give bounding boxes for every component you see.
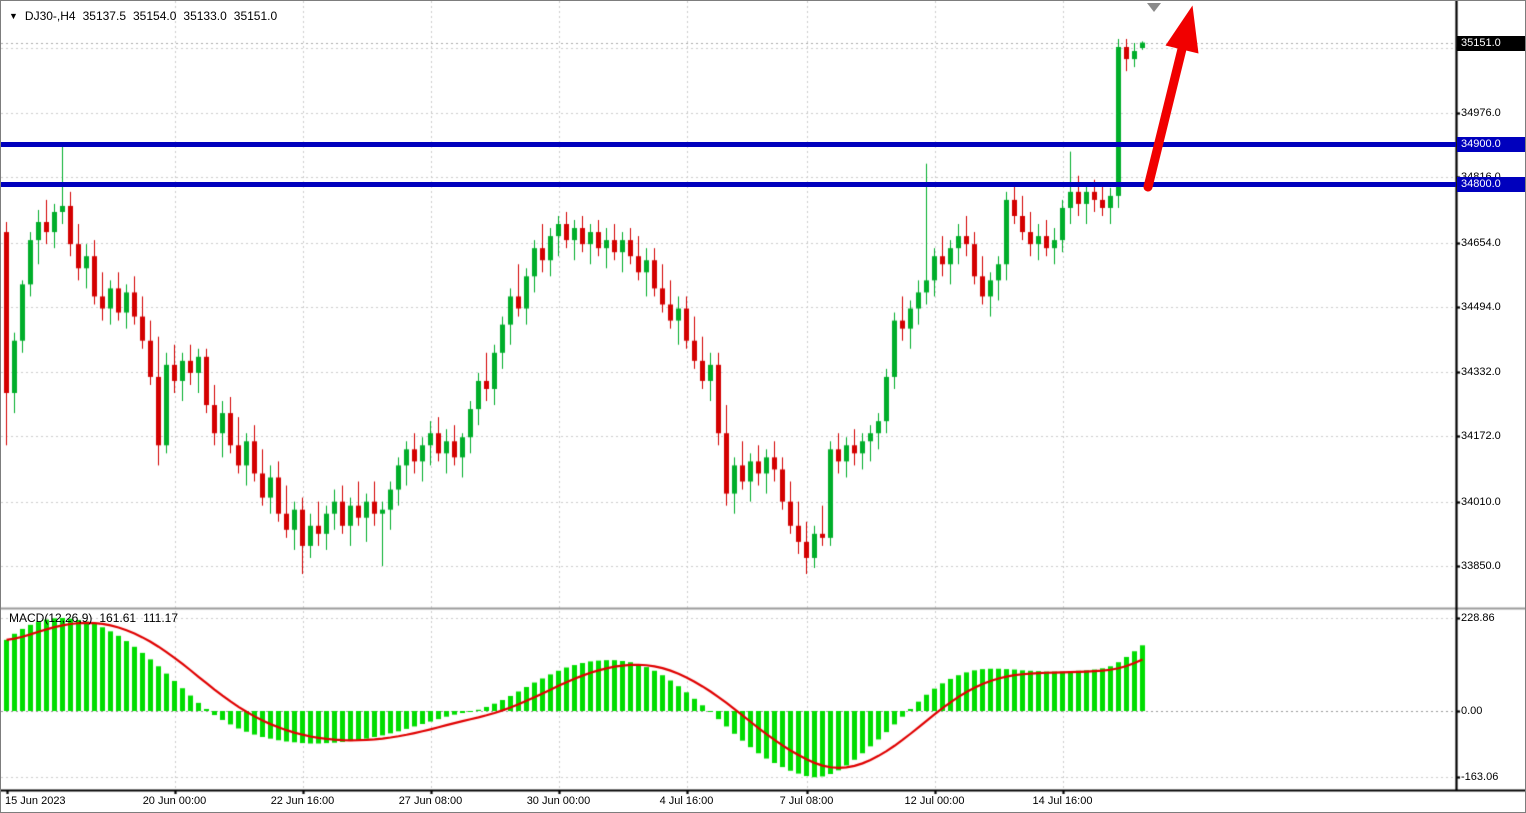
high-value: 35154.0 — [133, 9, 177, 23]
resistance-level-line[interactable] — [1, 141, 1456, 147]
support-level-line[interactable] — [1, 181, 1456, 187]
low-value: 35133.0 — [183, 9, 227, 23]
open-value: 35137.5 — [82, 9, 126, 23]
macd-signal-value: 111.17 — [143, 611, 178, 625]
symbol-timeframe-label: DJ30-,H4 — [24, 9, 76, 23]
bullish-trend-arrow-icon[interactable] — [1101, 1, 1221, 201]
chart-shift-marker-icon[interactable] — [1147, 3, 1161, 12]
chart-ohlc-header: ▼ DJ30-,H4 35137.5 35154.0 35133.0 35151… — [9, 9, 277, 23]
macd-indicator-label: MACD(12,26,9) 161.61 111.17 — [9, 611, 178, 625]
macd-main-value: 161.61 — [99, 611, 137, 625]
symbol-dropdown-icon[interactable]: ▼ — [9, 11, 18, 21]
macd-name-label: MACD(12,26,9) — [9, 611, 93, 625]
close-value: 35151.0 — [233, 9, 278, 23]
